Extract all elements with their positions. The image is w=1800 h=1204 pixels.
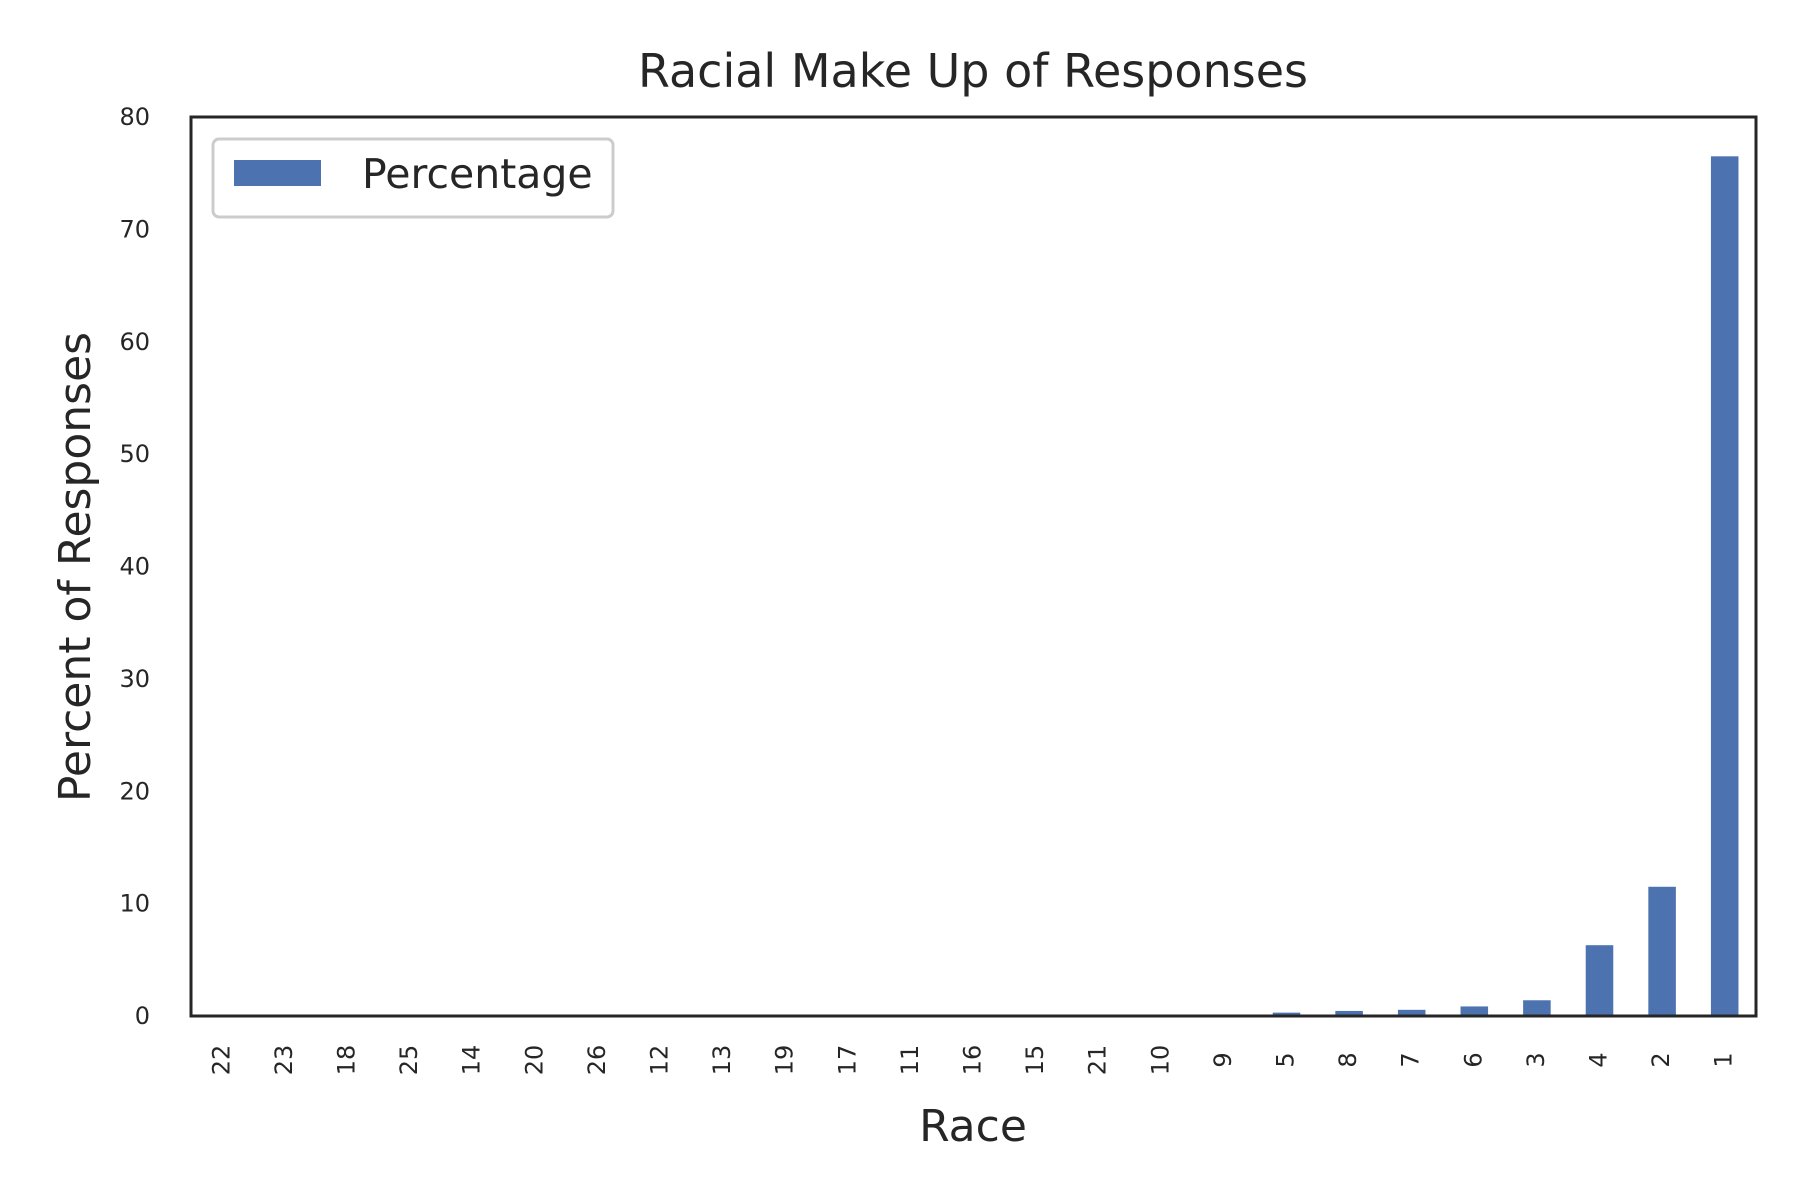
bar-race-2 — [1648, 887, 1676, 1016]
x-tick-label: 12 — [646, 1045, 674, 1076]
x-tick-label: 8 — [1334, 1052, 1362, 1067]
x-tick-label: 17 — [833, 1045, 861, 1076]
y-tick-label: 20 — [119, 777, 150, 805]
x-tick-label: 18 — [333, 1045, 361, 1076]
bars — [209, 156, 1739, 1016]
y-tick-label: 70 — [119, 215, 150, 243]
x-tick-label: 16 — [959, 1045, 987, 1076]
x-tick-label: 9 — [1209, 1052, 1237, 1067]
y-tick-label: 30 — [119, 665, 150, 693]
x-tick-label: 6 — [1459, 1052, 1487, 1067]
legend-label: Percentage — [362, 150, 593, 198]
x-tick-label: 22 — [207, 1045, 235, 1076]
x-tick-label: 5 — [1272, 1052, 1300, 1067]
y-tick-label: 10 — [119, 890, 150, 918]
chart-title: Racial Make Up of Responses — [638, 44, 1308, 98]
x-tick-label: 26 — [583, 1045, 611, 1076]
bar-race-1 — [1711, 156, 1739, 1016]
x-tick-label: 10 — [1146, 1045, 1174, 1076]
x-tick-label: 13 — [708, 1045, 736, 1076]
legend-swatch — [234, 160, 321, 186]
x-axis-label: Race — [919, 1101, 1027, 1152]
y-tick-label: 50 — [119, 440, 150, 468]
plot-frame — [191, 117, 1756, 1016]
y-axis-label: Percent of Responses — [50, 332, 101, 802]
y-tick-label: 40 — [119, 553, 150, 581]
x-tick-label: 15 — [1021, 1045, 1049, 1076]
y-axis-ticks: 0 10 20 30 40 50 60 70 80 — [119, 103, 150, 1030]
x-tick-label: 3 — [1522, 1052, 1550, 1067]
x-tick-label: 23 — [270, 1045, 298, 1076]
x-tick-label: 2 — [1647, 1052, 1675, 1067]
x-tick-label: 20 — [520, 1045, 548, 1076]
legend: Percentage — [213, 139, 613, 217]
x-tick-label: 7 — [1397, 1052, 1425, 1067]
bar-race-3 — [1523, 1000, 1551, 1016]
x-tick-label: 1 — [1710, 1052, 1738, 1067]
y-tick-label: 80 — [119, 103, 150, 131]
bar-race-4 — [1586, 945, 1614, 1016]
x-tick-label: 11 — [896, 1045, 924, 1076]
x-tick-label: 19 — [771, 1045, 799, 1076]
y-tick-label: 60 — [119, 328, 150, 356]
x-tick-label: 25 — [395, 1045, 423, 1076]
x-tick-label: 14 — [458, 1045, 486, 1076]
y-tick-label: 0 — [135, 1002, 150, 1030]
x-tick-label: 21 — [1084, 1045, 1112, 1076]
x-tick-label: 4 — [1585, 1052, 1613, 1067]
